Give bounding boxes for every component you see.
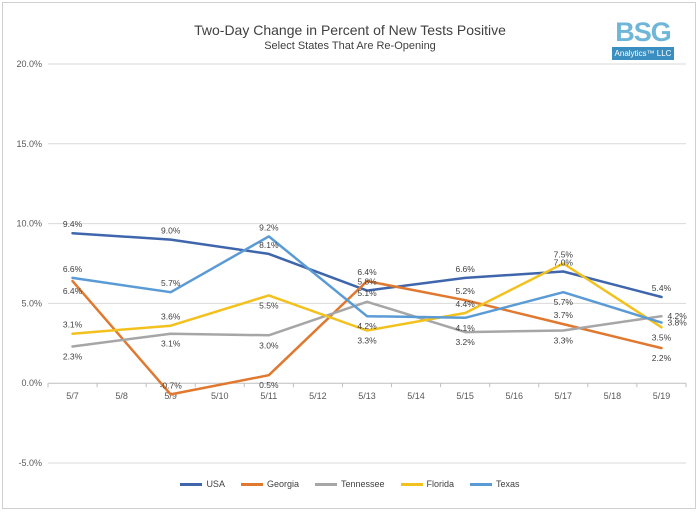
- data-label-florida: 5.5%: [259, 300, 279, 310]
- y-tick-label: 15.0%: [16, 139, 42, 149]
- data-label-usa: 9.0%: [161, 226, 181, 236]
- data-label-texas: 6.6%: [63, 264, 83, 274]
- data-label-georgia: 0.5%: [259, 380, 279, 390]
- legend-swatch: [400, 482, 423, 486]
- x-tick-label: 5/12: [309, 391, 327, 401]
- chart-legend: USA Georgia Tennessee Florida Texas: [0, 479, 700, 489]
- y-tick-label: 20.0%: [16, 59, 42, 69]
- legend-item-tennessee: Tennessee: [314, 479, 385, 489]
- data-label-usa: 9.4%: [63, 219, 83, 229]
- legend-label: Georgia: [266, 479, 299, 489]
- y-tick-label: 10.0%: [16, 219, 42, 229]
- legend-swatch: [470, 482, 493, 486]
- data-label-tennessee: 3.2%: [455, 337, 475, 347]
- x-tick-label: 5/19: [653, 391, 671, 401]
- data-label-texas: 9.2%: [259, 222, 279, 232]
- legend-swatch: [314, 482, 337, 486]
- y-tick-label: -5.0%: [18, 458, 42, 468]
- data-label-georgia: 6.4%: [63, 286, 83, 296]
- data-label-florida: 3.5%: [652, 332, 672, 342]
- legend-label: Florida: [426, 479, 455, 489]
- x-tick-label: 5/15: [456, 391, 474, 401]
- x-tick-label: 5/17: [555, 391, 573, 401]
- legend-item-florida: Florida: [400, 479, 455, 489]
- series-line-tennessee: [71, 300, 663, 348]
- bsg-analytics-logo: BSG Analytics™ LLC: [612, 18, 674, 60]
- data-label-florida: 3.1%: [63, 320, 83, 330]
- data-label-texas: 3.8%: [667, 318, 687, 328]
- series-line-georgia: [71, 279, 663, 396]
- logo-letters: BSG: [615, 17, 672, 47]
- x-tick-label: 5/8: [115, 391, 128, 401]
- data-label-georgia: 5.2%: [455, 286, 475, 296]
- legend-label: USA: [206, 479, 225, 489]
- y-tick-label: 0.0%: [21, 378, 42, 388]
- legend-item-usa: USA: [180, 479, 225, 489]
- data-label-tennessee: 3.0%: [259, 340, 279, 350]
- data-label-texas: 5.7%: [554, 297, 574, 307]
- legend-item-texas: Texas: [470, 479, 520, 489]
- y-tick-label: 5.0%: [21, 298, 42, 308]
- x-tick-label: 5/9: [164, 391, 177, 401]
- data-label-texas: 4.2%: [357, 321, 377, 331]
- data-label-tennessee: 2.3%: [63, 351, 83, 361]
- x-tick-label: 5/13: [358, 391, 376, 401]
- x-tick-label: 5/18: [604, 391, 622, 401]
- data-label-florida: 3.6%: [161, 312, 181, 322]
- data-label-florida: 7.5%: [554, 250, 574, 260]
- x-tick-label: 5/10: [211, 391, 229, 401]
- data-label-usa: 5.8%: [357, 277, 377, 287]
- data-label-florida: 4.4%: [455, 299, 475, 309]
- logo-text: Analytics™ LLC: [612, 47, 674, 60]
- data-label-georgia: 3.7%: [554, 310, 574, 320]
- chart-title: Two-Day Change in Percent of New Tests P…: [194, 22, 506, 38]
- data-label-georgia: 2.2%: [652, 353, 672, 363]
- chart-frame: [2, 2, 696, 509]
- x-tick-label: 5/14: [407, 391, 425, 401]
- data-label-tennessee: 3.3%: [554, 336, 574, 346]
- data-label-usa: 5.4%: [652, 283, 672, 293]
- legend-label: Texas: [496, 479, 520, 489]
- legend-item-georgia: Georgia: [240, 479, 299, 489]
- data-label-georgia: 6.4%: [357, 267, 377, 277]
- data-label-georgia: -0.7%: [160, 380, 183, 390]
- data-label-tennessee: 5.1%: [357, 288, 377, 298]
- legend-swatch: [240, 482, 263, 486]
- data-label-tennessee: 3.1%: [161, 339, 181, 349]
- x-tick-label: 5/16: [505, 391, 523, 401]
- x-tick-label: 5/7: [66, 391, 79, 401]
- x-tick-label: 5/11: [260, 391, 277, 401]
- data-label-usa: 7.0%: [554, 257, 574, 267]
- series-line-usa: [71, 231, 663, 299]
- chart-subtitle: Select States That Are Re-Opening: [264, 40, 436, 52]
- data-label-usa: 6.6%: [455, 264, 475, 274]
- data-label-florida: 3.3%: [357, 336, 377, 346]
- legend-swatch: [180, 482, 203, 486]
- legend-label: Tennessee: [340, 479, 385, 489]
- data-label-texas: 5.7%: [161, 278, 181, 288]
- data-label-tennessee: 4.2%: [667, 311, 687, 321]
- series-line-florida: [71, 262, 663, 335]
- data-label-texas: 4.1%: [455, 323, 475, 333]
- series-line-texas: [71, 235, 663, 324]
- data-label-usa: 8.1%: [259, 240, 279, 250]
